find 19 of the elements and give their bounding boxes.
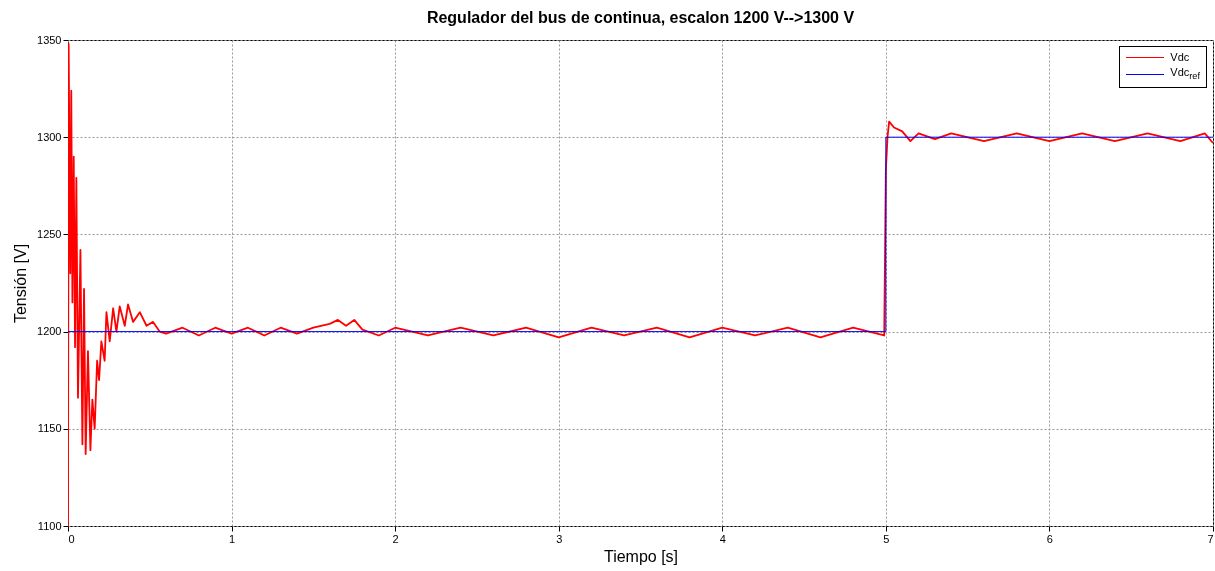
y-tick-label: 1100 bbox=[37, 519, 62, 532]
y-tick-label: 1300 bbox=[37, 130, 62, 143]
legend-label: Vdc bbox=[1170, 50, 1190, 65]
x-tick-label: 7 bbox=[1207, 532, 1214, 545]
x-tick-label: 6 bbox=[1046, 532, 1053, 545]
legend-label: Vdc$_{ref}$ bbox=[1170, 65, 1200, 84]
chart-title: Regulador del bus de continua, escalon 1200 V-->1300 V bbox=[426, 9, 855, 26]
x-tick-label: 4 bbox=[719, 532, 726, 545]
y-tick-label: 1150 bbox=[37, 422, 62, 435]
y-tick-label: 1200 bbox=[37, 325, 62, 338]
x-tick-label: 1 bbox=[229, 532, 236, 545]
x-tick-label: 3 bbox=[556, 532, 563, 545]
x-tick-label: 0 bbox=[68, 532, 75, 545]
x-tick-label: 2 bbox=[392, 532, 399, 545]
y-axis-title: Tensión [V] bbox=[12, 243, 30, 324]
y-tick-label: 1350 bbox=[37, 33, 62, 46]
y-tick-label: 1250 bbox=[37, 227, 62, 240]
x-tick-label: 5 bbox=[883, 532, 890, 545]
x-axis-title: Tiempo [s] bbox=[603, 547, 679, 565]
